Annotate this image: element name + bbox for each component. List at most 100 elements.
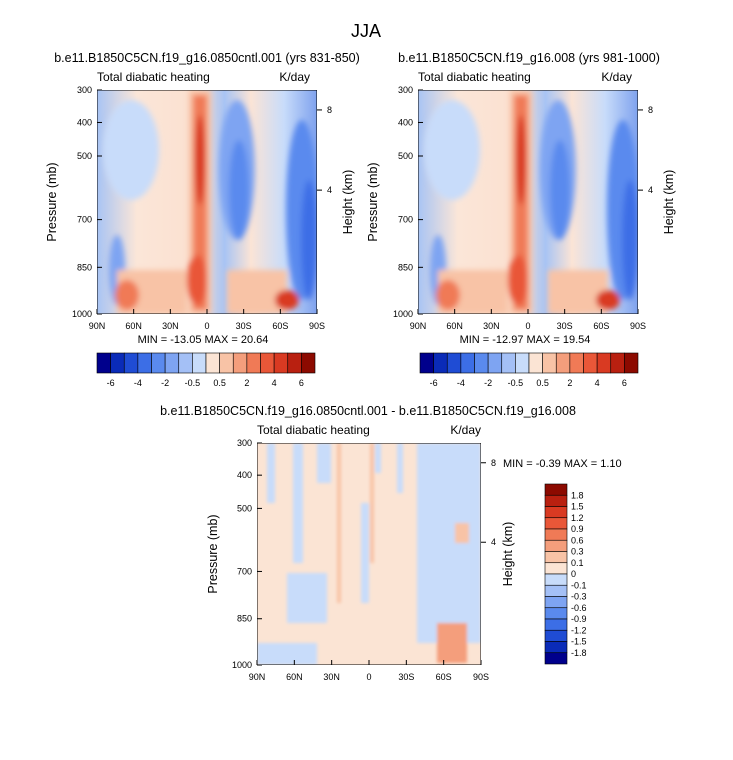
- panel-1-variable-label: Total diabatic heating: [97, 70, 210, 84]
- colorbar-label: 0: [571, 569, 576, 579]
- colorbar-label: -0.5: [508, 378, 524, 388]
- colorbar-label: 1.8: [571, 490, 584, 500]
- colorbar-swatch: [178, 352, 193, 374]
- panel-3-units-label: K/day: [450, 423, 481, 437]
- x-tick-label: 90N: [89, 321, 106, 331]
- panel-3: b.e11.B1850C5CN.f19_g16.0850cntl.001 - b…: [160, 404, 622, 682]
- colorbar-label: -0.5: [185, 378, 201, 388]
- y2-tick-label: 8: [648, 105, 653, 115]
- colorbar-label: 2: [244, 378, 249, 388]
- colorbar-swatch: [433, 352, 448, 374]
- colorbar-swatch: [151, 352, 166, 374]
- colorbar-swatch: [542, 352, 557, 374]
- x-tick-label: 90S: [630, 321, 646, 331]
- panel-2-plot-area: [418, 90, 638, 314]
- colorbar-swatch: [260, 352, 275, 374]
- x-tick-label: 30S: [557, 321, 573, 331]
- colorbar-swatch: [544, 641, 568, 654]
- colorbar-swatch: [246, 352, 261, 374]
- colorbar-label: -2: [484, 378, 492, 388]
- x-tick-label: 0: [366, 672, 371, 682]
- y-tick-label: 500: [77, 151, 92, 161]
- colorbar-swatch: [544, 483, 568, 496]
- colorbar-label: 4: [272, 378, 277, 388]
- x-tick-label: 90N: [410, 321, 427, 331]
- panel-3-plot-area: [257, 443, 481, 665]
- colorbar-swatch: [164, 352, 180, 374]
- colorbar-label: -6: [430, 378, 438, 388]
- colorbar-label: -0.9: [571, 614, 587, 624]
- y-tick-label: 500: [398, 151, 413, 161]
- y-tick-label: 700: [237, 566, 252, 576]
- x-tick-label: 60N: [446, 321, 463, 331]
- y-tick-label: 400: [237, 470, 252, 480]
- y-tick-label: 1000: [393, 309, 413, 319]
- colorbar-swatch: [544, 596, 568, 609]
- colorbar-swatch: [624, 352, 639, 374]
- y2-tick-label: 8: [491, 458, 496, 468]
- y-tick-label: 1000: [72, 309, 92, 319]
- x-tick-label: 30S: [398, 672, 414, 682]
- colorbar-label: -4: [134, 378, 142, 388]
- colorbar-label: 1.2: [571, 513, 584, 523]
- colorbar-label: 6: [622, 378, 627, 388]
- panel-2-title: b.e11.B1850C5CN.f19_g16.008 (yrs 981-100…: [398, 51, 660, 65]
- panel-3-ylabel: Pressure (mb): [206, 514, 220, 593]
- colorbar-label: -1.8: [571, 648, 587, 658]
- colorbar-label: -6: [107, 378, 115, 388]
- colorbar-label: -0.6: [571, 603, 587, 613]
- x-tick-label: 90N: [249, 672, 266, 682]
- figure-title: JJA: [351, 21, 381, 41]
- x-tick-label: 90S: [309, 321, 325, 331]
- panel-1-y2label: Height (km): [341, 170, 355, 235]
- panel-1-units-label: K/day: [279, 70, 310, 84]
- panel-2-stats: MIN = -12.97 MAX = 19.54: [460, 334, 591, 346]
- colorbar-swatch: [544, 573, 568, 586]
- panel-2-y2label: Height (km): [662, 170, 676, 235]
- x-tick-label: 60S: [436, 672, 452, 682]
- colorbar-swatch: [528, 352, 543, 374]
- panel-1-plot-area: [97, 90, 317, 314]
- colorbar-swatch: [419, 352, 434, 374]
- panel-2: b.e11.B1850C5CN.f19_g16.008 (yrs 981-100…: [366, 51, 676, 346]
- colorbar-swatch: [544, 494, 568, 507]
- colorbar-label: -1.5: [571, 637, 587, 647]
- colorbar-swatch: [474, 352, 489, 374]
- colorbar-swatch: [515, 352, 530, 374]
- colorbar-label: 0.3: [571, 547, 584, 557]
- y2-tick-label: 4: [491, 537, 496, 547]
- colorbar-label: -4: [457, 378, 465, 388]
- x-tick-label: 60N: [125, 321, 142, 331]
- colorbar-label: -2: [161, 378, 169, 388]
- y-tick-label: 1000: [232, 660, 252, 670]
- colorbars: -6 -4 -2 -0.5 0.5 2 4 6 -6 -4 -2 -0.5 0.5 2 4 6 1.8 1.51.…: [96, 352, 639, 665]
- colorbar-swatch: [544, 562, 568, 575]
- colorbar-swatch: [205, 352, 220, 374]
- colorbar-label: 6: [299, 378, 304, 388]
- y2-tick-label: 4: [648, 185, 653, 195]
- panel-1-ylabel: Pressure (mb): [45, 162, 59, 241]
- colorbar-swatch: [137, 352, 152, 374]
- y2-tick-label: 4: [327, 185, 332, 195]
- panel-2-ylabel: Pressure (mb): [366, 162, 380, 241]
- colorbar-swatch: [544, 528, 568, 541]
- x-tick-label: 60N: [286, 672, 303, 682]
- y-tick-label: 400: [77, 117, 92, 127]
- x-tick-label: 30N: [162, 321, 179, 331]
- panel-2-variable-label: Total diabatic heating: [418, 70, 531, 84]
- colorbar-swatch: [596, 352, 612, 374]
- colorbar-label: -0.1: [571, 580, 587, 590]
- panel-3-y2label: Height (km): [501, 522, 515, 587]
- panel-1-axes: 90N 60N 30N 0 30S 60S 90S 300 400 500 700 850 1000 8 4: [72, 85, 332, 331]
- colorbar-swatch: [487, 352, 503, 374]
- y-tick-label: 300: [77, 85, 92, 95]
- panel-1-title: b.e11.B1850C5CN.f19_g16.0850cntl.001 (yr…: [54, 51, 360, 65]
- x-tick-label: 30N: [323, 672, 340, 682]
- colorbar-swatch: [219, 352, 234, 374]
- colorbar-label: -1.2: [571, 625, 587, 635]
- colorbar-swatch: [446, 352, 462, 374]
- y2-tick-label: 8: [327, 105, 332, 115]
- y-tick-label: 850: [237, 614, 252, 624]
- colorbar-label: 0.5: [536, 378, 549, 388]
